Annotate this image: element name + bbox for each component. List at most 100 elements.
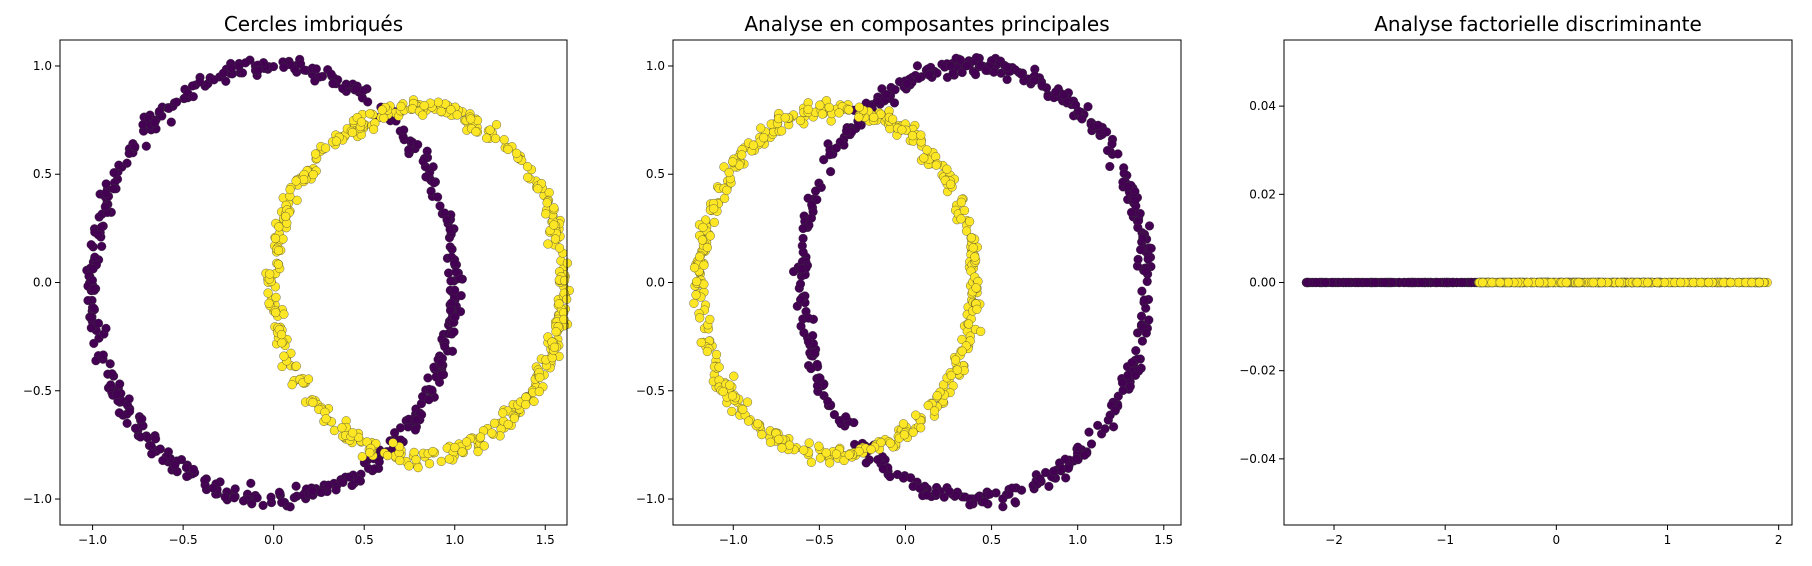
data-point-class-0 [124,148,134,159]
data-point-class-0 [1029,75,1039,86]
data-point-class-1 [931,160,941,170]
data-point-class-1 [347,428,358,438]
data-point-class-1 [1487,277,1497,288]
data-point-class-1 [727,406,737,417]
data-point-class-1 [705,231,715,241]
data-point-class-0 [808,330,818,341]
data-point-class-0 [115,379,125,389]
data-point-class-1 [729,371,739,381]
data-point-class-0 [436,370,447,381]
data-point-class-1 [815,453,826,463]
data-point-class-0 [1432,277,1442,288]
data-point-class-1 [499,135,509,145]
data-point-class-0 [841,126,852,136]
data-point-class-1 [727,391,738,401]
scatter-panel-nested-circles: Cercles imbriqués −1.0 −0.5 0.0 0.5 1.0 1.5 −… [23,12,574,547]
data-point-class-1 [551,327,561,337]
data-point-class-0 [369,464,380,474]
data-point-class-0 [338,83,348,94]
data-point-class-1 [413,462,423,473]
data-point-class-0 [90,252,100,262]
data-point-class-0 [88,264,98,274]
data-point-class-0 [970,68,980,78]
data-point-class-1 [1614,277,1625,288]
data-point-class-1 [956,197,967,207]
x-tick-label: 2 [1775,533,1783,547]
data-point-class-0 [114,408,124,418]
y-tick-label: 0.0 [646,276,665,290]
data-point-class-1 [543,239,553,249]
x-tick-label: 0 [1553,533,1561,547]
x-tick-label: 1.5 [536,533,555,547]
data-point-class-1 [523,172,533,183]
data-point-class-0 [307,486,318,496]
data-point-class-0 [1100,424,1110,434]
data-point-class-1 [804,438,814,448]
data-point-class-0 [109,184,119,194]
data-point-class-1 [533,184,543,194]
data-point-class-1 [1523,277,1533,288]
data-point-class-0 [944,486,955,497]
data-point-class-0 [240,58,251,68]
data-point-class-1 [932,391,942,401]
chart-title: Analyse factorielle discriminante [1374,12,1702,36]
data-point-class-0 [89,338,99,349]
x-axis: −2 −1 0 1 2 [1325,525,1782,547]
data-point-class-1 [757,429,767,440]
data-point-class-0 [861,458,871,468]
y-tick-label: −0.04 [1239,452,1276,466]
data-point-class-0 [807,200,817,210]
data-point-class-1 [908,427,918,437]
y-tick-label: −1.0 [636,492,665,506]
y-tick-label: 0.04 [1249,99,1276,113]
data-point-class-1 [541,209,551,219]
data-point-class-1 [748,140,759,150]
data-point-class-0 [427,385,437,395]
data-point-class-0 [1040,467,1051,478]
data-point-class-0 [890,85,900,95]
data-point-class-0 [291,481,301,491]
data-point-class-1 [702,346,712,357]
data-point-class-0 [1416,277,1427,288]
data-point-class-1 [490,133,501,144]
data-point-class-1 [466,114,476,124]
data-point-class-0 [399,125,409,135]
data-point-class-1 [963,319,974,329]
y-tick-label: 0.00 [1249,276,1276,290]
data-point-class-0 [279,62,289,73]
data-point-class-0 [316,487,326,498]
data-point-class-0 [931,487,941,498]
data-point-class-1 [287,380,297,390]
data-point-class-1 [291,176,301,186]
data-point-class-0 [1126,207,1137,218]
data-point-class-0 [962,61,972,71]
data-point-class-0 [421,172,431,182]
data-point-class-0 [188,91,198,102]
data-point-class-0 [948,68,958,79]
data-point-class-0 [436,358,446,368]
data-point-class-1 [331,136,342,146]
x-tick-label: 1.0 [1068,533,1087,547]
data-point-class-0 [363,97,373,107]
plot-frame [59,39,568,526]
y-tick-label: 1.0 [646,59,665,73]
data-point-class-1 [549,342,560,352]
data-point-class-1 [337,423,347,433]
data-point-class-1 [450,442,460,453]
data-point-class-1 [834,108,844,118]
data-point-class-0 [404,145,414,155]
data-point-class-0 [252,493,262,503]
data-point-class-0 [445,305,456,316]
data-point-class-1 [698,222,708,233]
data-point-class-0 [1146,243,1156,253]
data-point-class-0 [311,64,321,74]
data-point-class-1 [957,346,967,356]
data-point-class-0 [913,73,924,84]
data-point-class-1 [270,233,281,244]
data-point-class-0 [971,52,982,63]
data-point-class-1 [702,242,712,253]
x-tick-label: 0.0 [264,533,283,547]
data-point-class-0 [1458,277,1468,288]
data-point-class-0 [998,494,1008,504]
data-point-class-0 [141,141,151,151]
